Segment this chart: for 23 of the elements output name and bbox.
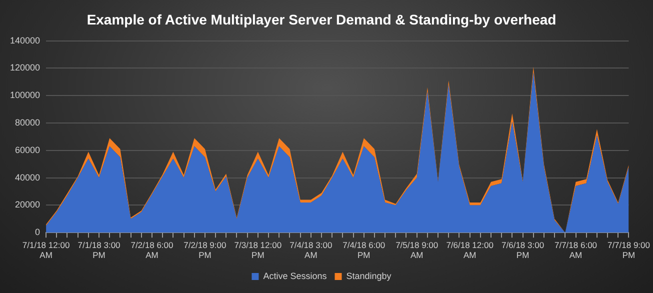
y-tick-label: 60000 xyxy=(15,144,40,155)
legend-label: Standingby xyxy=(346,270,392,281)
x-tick-label: 7/3/18 12:00 PM xyxy=(234,240,282,260)
x-tick-label: 7/6/18 12:00 AM xyxy=(446,240,494,260)
x-tick-label: 7/1/18 12:00 AM xyxy=(22,240,70,260)
x-tick-label: 7/2/18 6:00 AM xyxy=(130,240,174,260)
x-tick-label: 7/5/18 9:00 AM xyxy=(396,240,438,260)
y-tick-label: 40000 xyxy=(15,172,40,182)
chart-title: Example of Active Multiplayer Server Demand & Standing-by overhead xyxy=(86,11,556,28)
y-tick-label: 20000 xyxy=(15,200,40,210)
x-tick-label: 7/6/18 3:00 PM xyxy=(502,240,544,260)
x-tick-label: 7/7/18 6:00 AM xyxy=(554,240,598,260)
y-tick-label: 100000 xyxy=(10,90,40,100)
x-tick-label: 7/7/18 9:00 PM xyxy=(607,240,650,260)
y-tick-label: 140000 xyxy=(10,35,40,46)
x-tick-label: 7/4/18 6:00 PM xyxy=(342,240,386,260)
legend-label: Active Sessions xyxy=(263,270,328,281)
x-tick-label: 7/4/18 3:00 AM xyxy=(290,240,332,260)
y-tick-label: 80000 xyxy=(15,117,40,128)
y-tick-label: 0 xyxy=(35,227,40,238)
y-tick-label: 120000 xyxy=(10,62,40,73)
x-tick-label: 7/2/18 9:00 PM xyxy=(184,240,226,260)
x-tick-label: 7/1/18 3:00 PM xyxy=(78,240,121,260)
